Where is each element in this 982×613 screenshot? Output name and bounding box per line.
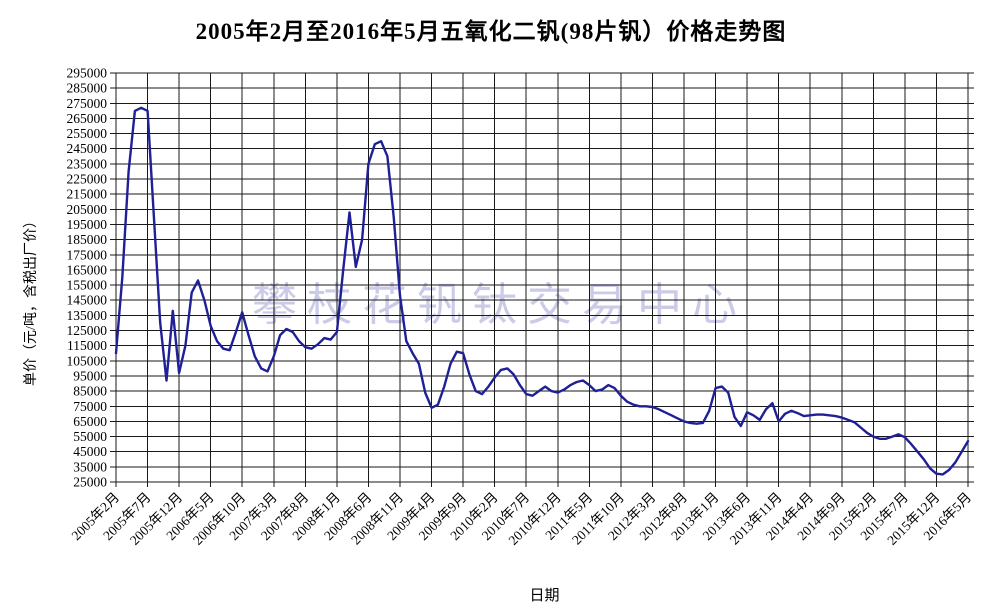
y-axis-tick-label: 155000: [67, 278, 108, 293]
y-axis-tick-label: 245000: [67, 141, 108, 156]
y-axis-tick-label: 185000: [67, 232, 108, 247]
y-axis-tick-label: 95000: [73, 368, 107, 383]
y-axis-tick-label: 295000: [67, 66, 108, 81]
y-axis-tick-label: 235000: [67, 156, 108, 171]
axis-labels: 2500035000450005500065000750008500095000…: [67, 66, 975, 548]
y-axis-tick-label: 125000: [67, 323, 108, 338]
y-axis-tick-label: 35000: [73, 459, 107, 474]
y-axis-tick-label: 45000: [73, 444, 107, 459]
y-axis-tick-label: 175000: [67, 247, 108, 262]
x-axis-title: 日期: [529, 588, 560, 604]
y-axis-tick-label: 65000: [73, 414, 107, 429]
y-axis-tick-label: 135000: [67, 308, 108, 323]
chart-title: 2005年2月至2016年5月五氧化二钒(98片钒）价格走势图: [195, 19, 787, 44]
y-axis-tick-label: 105000: [67, 353, 108, 368]
y-axis-tick-label: 165000: [67, 262, 108, 277]
y-axis-tick-label: 215000: [67, 187, 108, 202]
y-axis-tick-label: 75000: [73, 399, 107, 414]
y-axis-tick-label: 115000: [67, 338, 107, 353]
y-axis-tick-label: 275000: [67, 96, 108, 111]
price-line-series: [114, 106, 970, 476]
y-axis-tick-label: 55000: [73, 429, 107, 444]
y-axis-tick-label: 255000: [67, 126, 108, 141]
y-axis-tick-label: 285000: [67, 81, 108, 96]
y-axis-tick-label: 265000: [67, 111, 108, 126]
y-axis-tick-label: 145000: [67, 293, 108, 308]
y-axis-tick-label: 25000: [73, 475, 107, 490]
y-axis-tick-label: 85000: [73, 384, 107, 399]
y-axis-tick-label: 205000: [67, 202, 108, 217]
y-axis-tick-label: 225000: [67, 172, 108, 187]
y-axis-tick-label: 195000: [67, 217, 108, 232]
grid: [110, 72, 974, 487]
